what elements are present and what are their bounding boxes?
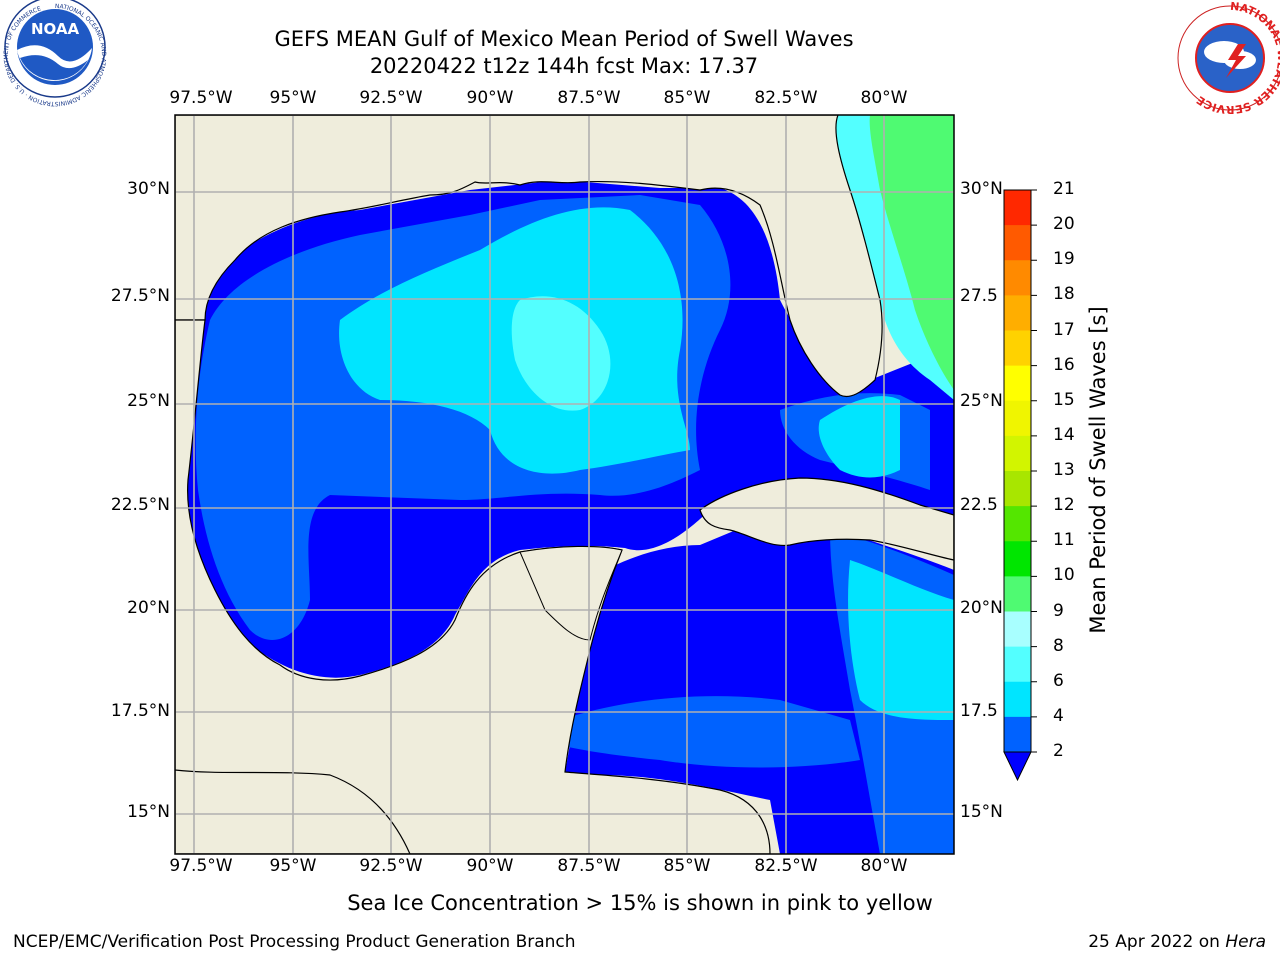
lon-tick-bottom: 97.5°W	[169, 856, 233, 876]
lon-tick-top: 97.5°W	[169, 88, 233, 108]
colorbar	[1003, 189, 1037, 782]
atlantic-green	[869, 115, 954, 390]
lat-tick-right: 27.5	[960, 286, 998, 306]
colorbar-segment	[1004, 506, 1031, 542]
lon-tick-top: 90°W	[466, 88, 514, 108]
lon-tick-bottom: 85°W	[663, 856, 711, 876]
colorbar-tick-label: 2	[1053, 741, 1064, 761]
lat-tick-left: 25°N	[127, 391, 170, 411]
chart-subtitle: 20220422 t12z 144h fcst Max: 17.37	[369, 54, 759, 78]
lat-tick-left: 20°N	[127, 598, 170, 618]
lat-tick-right: 15°N	[960, 802, 1003, 822]
colorbar-tick-label: 18	[1053, 284, 1075, 305]
map-frame	[174, 114, 955, 855]
colorbar-segment	[1004, 681, 1031, 718]
colorbar-extend-arrow	[1003, 751, 1032, 782]
colorbar-tick-label: 4	[1053, 705, 1064, 726]
lat-tick-left: 30°N	[127, 179, 170, 199]
colorbar-segment	[1004, 576, 1031, 612]
noaa-logo-text: NOAA	[31, 20, 80, 38]
yucatan	[519, 545, 623, 641]
colorbar-segment	[1004, 365, 1031, 402]
colorbar-tick-label: 17	[1053, 319, 1075, 340]
lat-tick-left: 22.5°N	[110, 495, 170, 515]
colorbar-tick-label: 8	[1053, 635, 1064, 656]
colorbar-segment	[1004, 400, 1031, 437]
colorbar-tick-label: 14	[1053, 424, 1075, 445]
sea-ice-caption: Sea Ice Concentration > 15% is shown in …	[347, 891, 933, 915]
lon-tick-top: 87.5°W	[557, 88, 621, 108]
us-coast	[175, 115, 883, 398]
map-area	[175, 115, 954, 854]
colorbar-segment	[1004, 225, 1031, 261]
colorbar-tick-label: 19	[1053, 249, 1075, 270]
lat-tick-right: 25°N	[960, 391, 1003, 411]
colorbar-segment	[1004, 190, 1031, 226]
colorbar-segment	[1004, 716, 1031, 753]
lat-tick-right: 17.5	[960, 701, 998, 721]
footer-date-text: 25 Apr 2022 on	[1088, 932, 1226, 952]
footer-credit: NCEP/EMC/Verification Post Processing Pr…	[13, 932, 576, 952]
lat-tick-right: 30°N	[960, 179, 1003, 199]
lon-tick-top: 85°W	[663, 88, 711, 108]
noaa-logo: NATIONAL OCEANIC AND ATMOSPHERIC ADMINIS…	[3, 0, 107, 107]
lat-tick-right: 22.5	[960, 495, 998, 515]
colorbar-tick-label: 11	[1053, 530, 1075, 551]
cuba	[699, 477, 954, 561]
lat-tick-left: 17.5°N	[110, 701, 170, 721]
footer-date: 25 Apr 2022 on Hera	[1088, 932, 1266, 952]
colorbar-tick-label: 15	[1053, 389, 1075, 410]
colorbar-segment	[1004, 611, 1031, 648]
chart-title: GEFS MEAN Gulf of Mexico Mean Period of …	[274, 27, 854, 51]
colorbar-tick-label: 21	[1053, 179, 1075, 199]
lat-tick-left: 15°N	[127, 802, 170, 822]
colorbar-tick-label: 20	[1053, 214, 1075, 235]
colorbar-segment	[1004, 541, 1031, 577]
graticule	[175, 115, 954, 854]
lat-tick-left: 27.5°N	[110, 286, 170, 306]
lon-tick-top: 95°W	[269, 88, 317, 108]
colorbar-label: Mean Period of Swell Waves [s]	[1086, 306, 1110, 634]
colorbar-tick-label: 9	[1053, 600, 1064, 621]
lon-tick-bottom: 80°W	[860, 856, 908, 876]
nws-logo: NATIONAL WEATHER SERVICE	[1177, 0, 1280, 116]
lon-tick-bottom: 95°W	[269, 856, 317, 876]
colorbar-tick-label: 16	[1053, 354, 1075, 375]
colorbar-segment	[1004, 260, 1031, 296]
colorbar-segment	[1004, 646, 1031, 683]
colorbar-segment	[1004, 471, 1031, 507]
lon-tick-bottom: 92.5°W	[359, 856, 423, 876]
colorbar-tick-label: 12	[1053, 495, 1075, 516]
lon-tick-bottom: 82.5°W	[754, 856, 818, 876]
lon-tick-bottom: 87.5°W	[557, 856, 621, 876]
footer-host: Hera	[1225, 932, 1266, 952]
lon-tick-top: 92.5°W	[359, 88, 423, 108]
colorbar-tick-label: 10	[1053, 565, 1075, 586]
colorbar-segment	[1004, 330, 1031, 367]
lat-tick-right: 20°N	[960, 598, 1003, 618]
colorbar-segment	[1004, 435, 1031, 472]
lon-tick-top: 80°W	[860, 88, 908, 108]
colorbar-tick-label: 6	[1053, 670, 1064, 691]
lon-tick-bottom: 90°W	[466, 856, 514, 876]
lon-tick-top: 82.5°W	[754, 88, 818, 108]
colorbar-segment	[1004, 295, 1031, 331]
colorbar-tick-label: 13	[1053, 460, 1075, 480]
